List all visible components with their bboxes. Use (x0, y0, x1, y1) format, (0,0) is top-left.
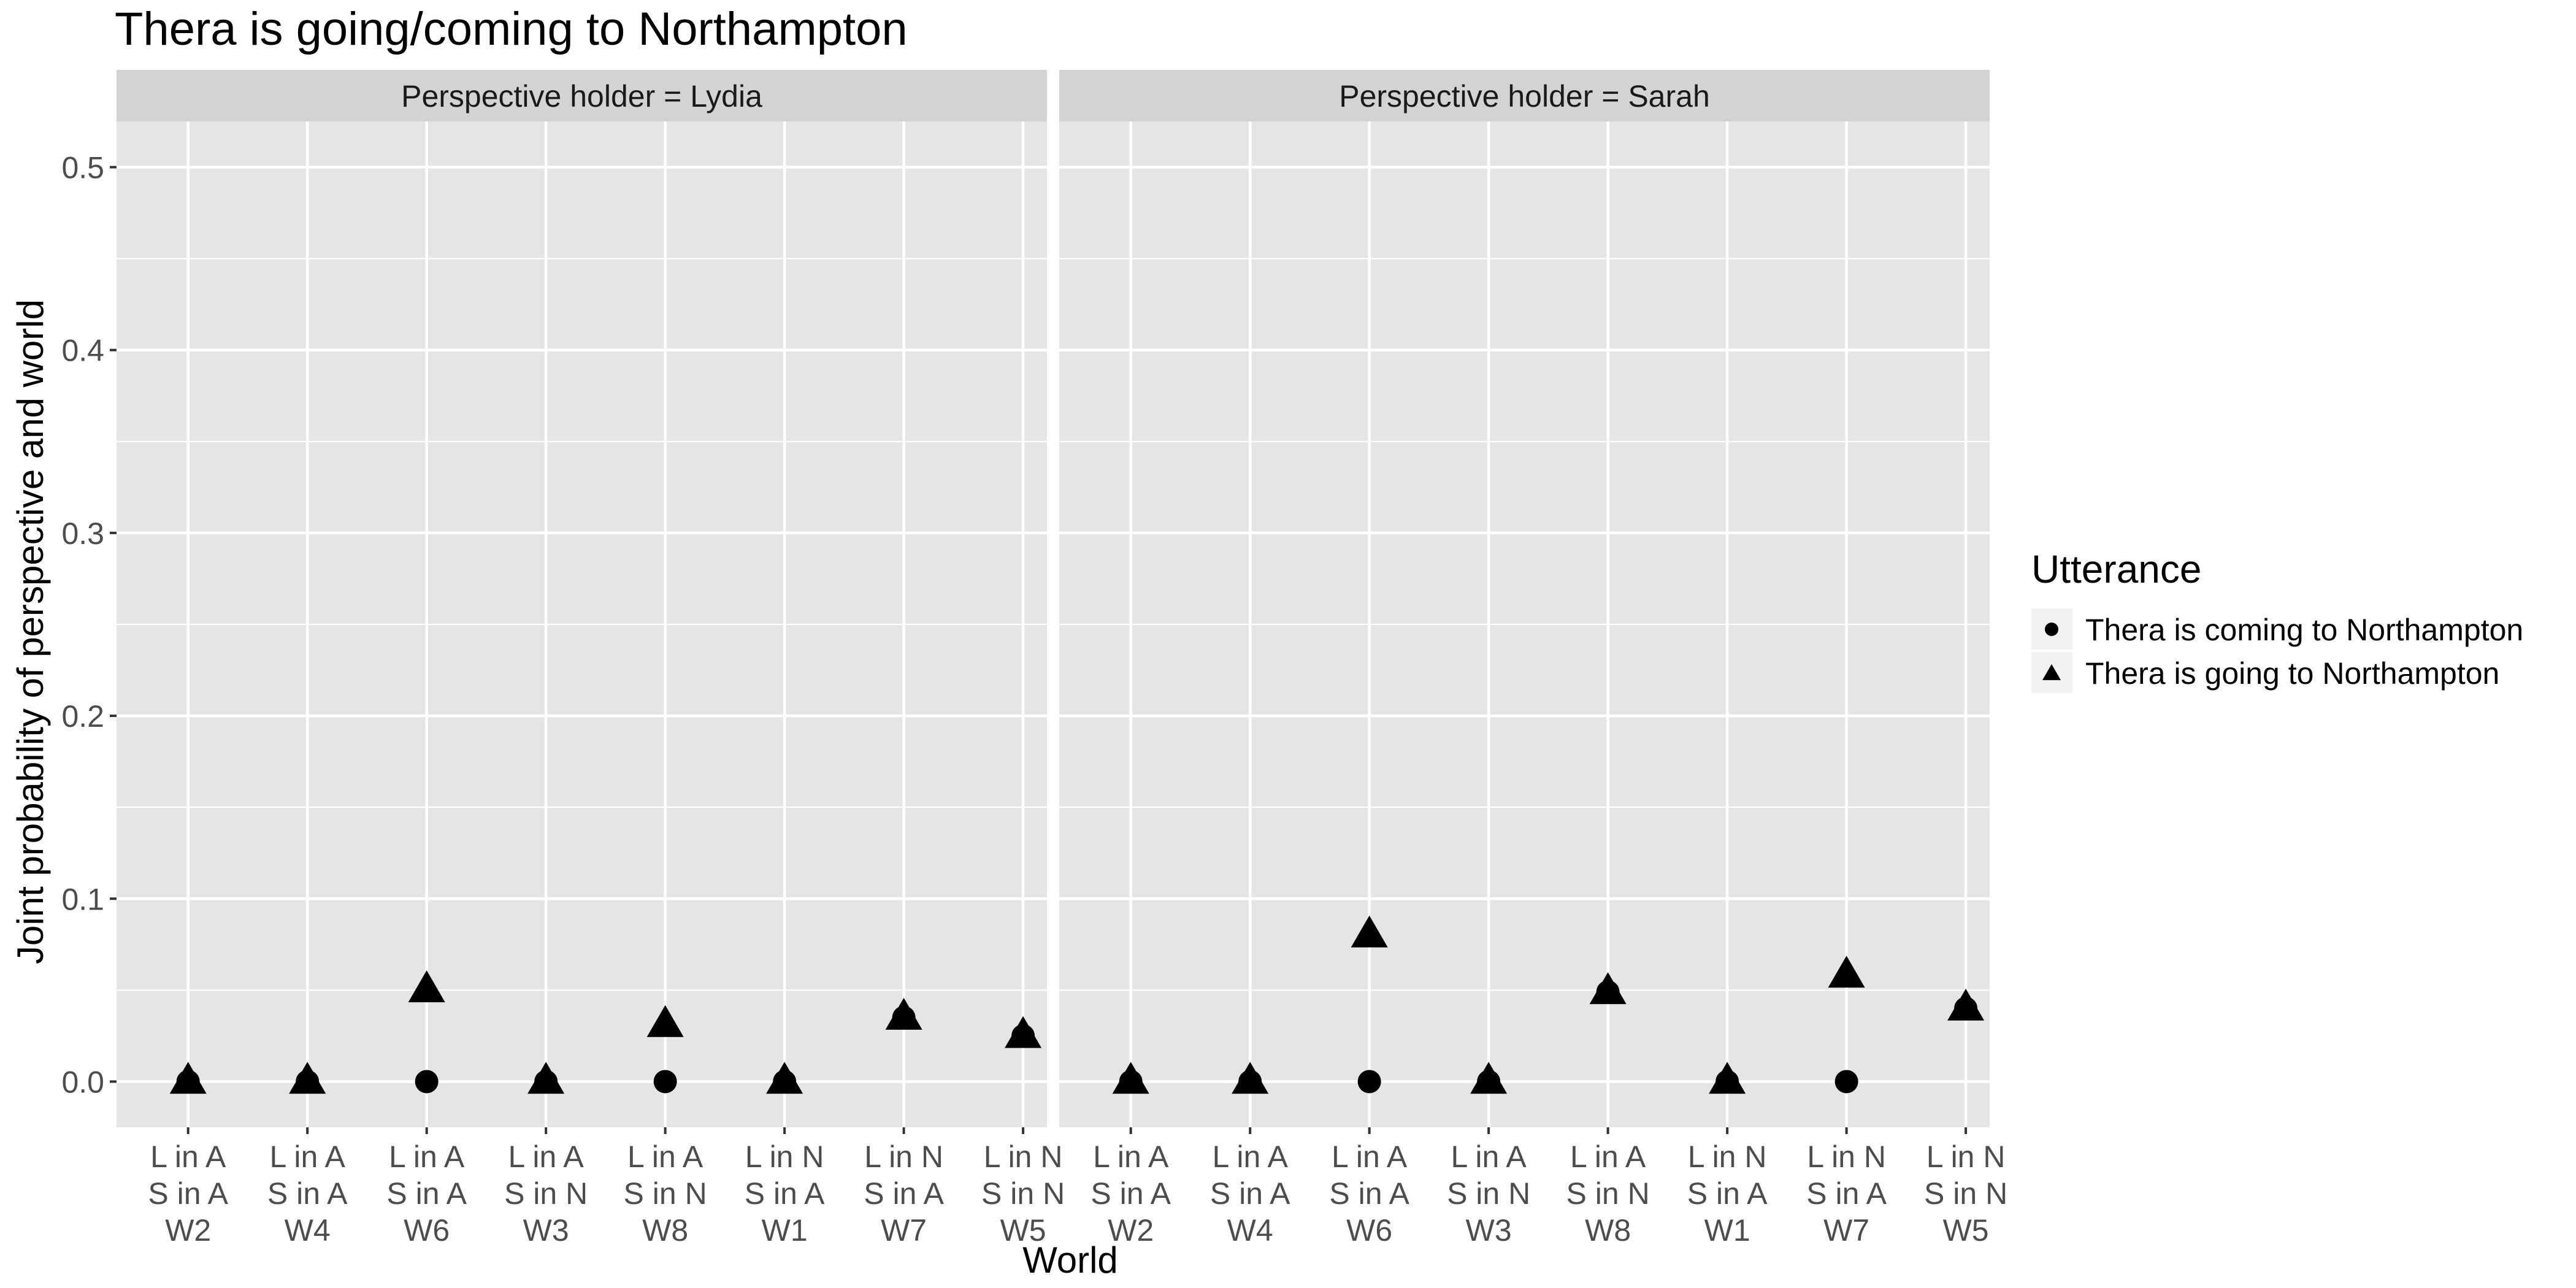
x-tick-label: S in N (1447, 1176, 1530, 1211)
x-tick-label: W1 (762, 1213, 808, 1248)
data-point-triangle (1351, 915, 1388, 948)
facet-strip-background (117, 70, 1047, 121)
data-point-triangle (408, 970, 445, 1003)
y-tick-label: 0.0 (61, 1065, 104, 1099)
legend-title: Utterance (2031, 547, 2201, 591)
x-tick-label: L in N (1688, 1140, 1767, 1174)
data-point-triangle (1947, 988, 1985, 1021)
x-tick-label: W7 (1823, 1213, 1869, 1248)
chart-title: Thera is going/coming to Northampton (115, 3, 908, 55)
y-tick-label: 0.1 (61, 882, 104, 916)
x-tick-label: W5 (1000, 1213, 1046, 1248)
x-tick-label: L in A (270, 1140, 346, 1174)
x-tick-label: S in N (981, 1176, 1065, 1211)
data-point-triangle (1828, 956, 1865, 988)
x-tick-label: W1 (1704, 1213, 1750, 1248)
x-tick-label: S in A (745, 1176, 825, 1211)
x-tick-label: L in N (1926, 1140, 2006, 1174)
x-tick-label: W3 (523, 1213, 569, 1248)
x-tick-label: S in A (1091, 1176, 1171, 1211)
y-tick-label: 0.5 (61, 151, 104, 185)
legend-items: Thera is coming to Northampton Thera is g… (2031, 608, 2523, 693)
y-axis-title: Joint probability of perspective and wor… (10, 299, 51, 964)
x-tick-label: W6 (404, 1213, 450, 1248)
legend-label: Thera is coming to Northampton (2085, 613, 2523, 647)
legend: Utterance Thera is coming to Northampton… (2031, 547, 2523, 693)
x-tick-label: W8 (642, 1213, 688, 1248)
x-tick-label: L in A (1213, 1140, 1289, 1174)
x-tick-label: W2 (1108, 1213, 1154, 1248)
data-point-triangle (646, 1005, 684, 1037)
y-tick-label: 0.4 (61, 334, 104, 368)
legend-key-circle (2045, 623, 2058, 636)
x-tick-label: L in N (745, 1140, 824, 1174)
x-tick-label: S in N (1566, 1176, 1650, 1211)
x-tick-label: L in A (1570, 1140, 1646, 1174)
x-tick-label: W7 (881, 1213, 927, 1248)
x-tick-label: S in A (1806, 1176, 1887, 1211)
data-point-circle (1834, 1070, 1858, 1094)
x-tick-label: W3 (1466, 1213, 1512, 1248)
data-point-triangle (766, 1062, 803, 1094)
x-tick-label: L in A (389, 1140, 465, 1174)
x-tick-label: S in A (386, 1176, 467, 1211)
legend-label: Thera is going to Northampton (2085, 656, 2499, 691)
data-point-triangle (1232, 1062, 1269, 1094)
x-tick-label: W2 (165, 1213, 211, 1248)
x-tick-label: W5 (1943, 1213, 1989, 1248)
y-tick-label: 0.2 (61, 699, 104, 734)
legend-key-triangle (2042, 664, 2061, 680)
x-tick-label: W8 (1585, 1213, 1631, 1248)
data-point-triangle (169, 1062, 207, 1094)
x-tick-label: L in N (1807, 1140, 1886, 1174)
data-point-triangle (885, 997, 922, 1030)
facet-strip-background (1059, 70, 1990, 121)
data-point-triangle (1589, 972, 1627, 1005)
x-tick-label: W6 (1346, 1213, 1392, 1248)
x-tick-label: L in N (864, 1140, 943, 1174)
x-tick-label: L in A (1451, 1140, 1527, 1174)
x-tick-label: S in N (624, 1176, 707, 1211)
y-tick-label: 0.3 (61, 516, 104, 551)
facet-strip-label: Perspective holder = Lydia (401, 79, 762, 113)
x-tick-label: S in A (1210, 1176, 1290, 1211)
data-point-triangle (1709, 1062, 1746, 1094)
x-tick-label: S in N (504, 1176, 588, 1211)
x-tick-label: L in A (1093, 1140, 1169, 1174)
x-tick-label: W4 (1227, 1213, 1273, 1248)
x-tick-label: S in A (1687, 1176, 1768, 1211)
x-tick-label: S in N (1924, 1176, 2007, 1211)
x-tick-label: S in A (1329, 1176, 1409, 1211)
data-point-circle (653, 1070, 677, 1094)
x-tick-label: L in A (508, 1140, 585, 1174)
x-tick-label: S in A (148, 1176, 228, 1211)
x-tick-label: S in A (267, 1176, 348, 1211)
facet-strip-label: Perspective holder = Sarah (1339, 79, 1710, 113)
data-point-circle (415, 1070, 439, 1094)
x-tick-label: L in A (1332, 1140, 1408, 1174)
data-point-circle (1357, 1070, 1381, 1094)
x-tick-label: L in A (150, 1140, 226, 1174)
y-axis: 0.0 0.1 0.2 0.3 0.4 0.5 (61, 151, 117, 1099)
x-axis-title: World (1022, 1240, 1118, 1281)
data-point-triangle (1112, 1062, 1149, 1094)
data-point-triangle (1005, 1016, 1042, 1048)
x-tick-label: L in A (627, 1140, 703, 1174)
data-point-triangle (1470, 1062, 1508, 1094)
x-tick-label: S in A (864, 1176, 944, 1211)
data-point-triangle (289, 1062, 326, 1094)
x-tick-label: W4 (285, 1213, 331, 1248)
data-point-triangle (527, 1062, 565, 1094)
x-tick-label: L in N (984, 1140, 1063, 1174)
